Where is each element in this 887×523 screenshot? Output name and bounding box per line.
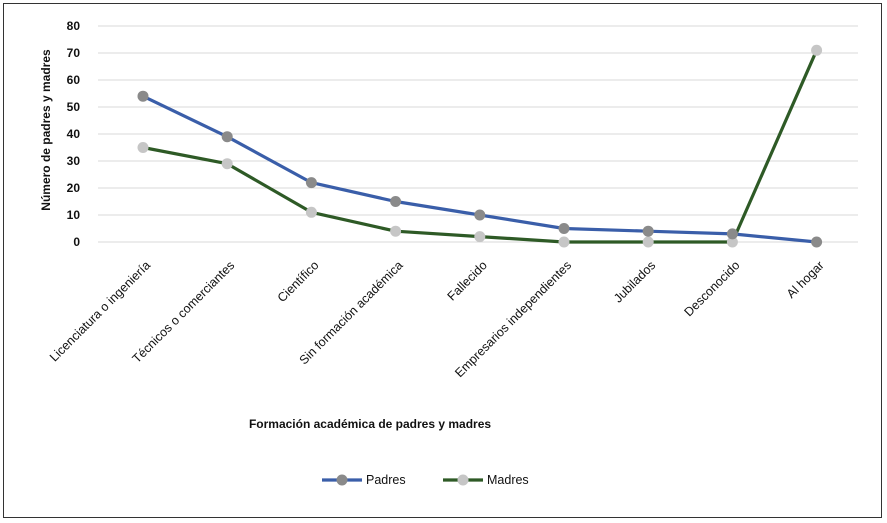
- y-tick-label: 0: [73, 235, 80, 249]
- legend-item-padres: Padres: [322, 473, 406, 487]
- data-point: [474, 209, 486, 221]
- data-point: [137, 142, 149, 153]
- data-point: [390, 196, 402, 207]
- data-point: [305, 177, 317, 189]
- data-point: [558, 223, 570, 234]
- data-point: [642, 236, 654, 248]
- y-tick-label: 30: [67, 154, 81, 168]
- chart-frame: [3, 3, 882, 518]
- y-tick-labels: 0 10 20 30 40 50 60 70 80: [67, 19, 81, 249]
- data-point: [305, 206, 317, 218]
- x-category-label: Fallecido: [445, 258, 490, 303]
- x-category-label: Desconocido: [682, 258, 743, 319]
- data-point: [811, 236, 823, 248]
- y-tick-label: 70: [67, 46, 81, 60]
- data-point: [726, 236, 738, 248]
- x-axis-title: Formación académica de padres y madres: [249, 417, 491, 431]
- legend-swatch-marker: [457, 474, 469, 486]
- data-point: [221, 131, 233, 143]
- gridlines: [98, 25, 858, 243]
- data-point: [390, 225, 402, 237]
- legend: Padres Madres: [322, 473, 529, 487]
- series-madres: [137, 44, 823, 248]
- y-tick-label: 40: [67, 127, 81, 141]
- y-tick-label: 20: [67, 181, 81, 195]
- x-category-label: Al hogar: [784, 258, 827, 301]
- legend-swatch-marker: [336, 474, 348, 486]
- data-point: [811, 44, 823, 56]
- y-tick-label: 60: [67, 73, 81, 87]
- series-padres: [137, 90, 823, 248]
- y-tick-label: 80: [67, 19, 81, 33]
- x-category-label: Científico: [275, 258, 322, 305]
- y-axis-title: Número de padres y madres: [39, 49, 53, 211]
- legend-label: Madres: [487, 473, 529, 487]
- data-point: [137, 90, 149, 102]
- x-category-label: Jubilados: [611, 258, 658, 305]
- data-point: [726, 228, 738, 240]
- y-tick-label: 10: [67, 208, 81, 222]
- data-point: [558, 236, 570, 248]
- data-point: [642, 225, 654, 237]
- legend-label: Padres: [366, 473, 406, 487]
- legend-item-madres: Madres: [443, 473, 529, 487]
- series-group: [137, 44, 823, 248]
- y-tick-label: 50: [67, 100, 81, 114]
- data-point: [221, 158, 233, 170]
- data-point: [474, 231, 486, 243]
